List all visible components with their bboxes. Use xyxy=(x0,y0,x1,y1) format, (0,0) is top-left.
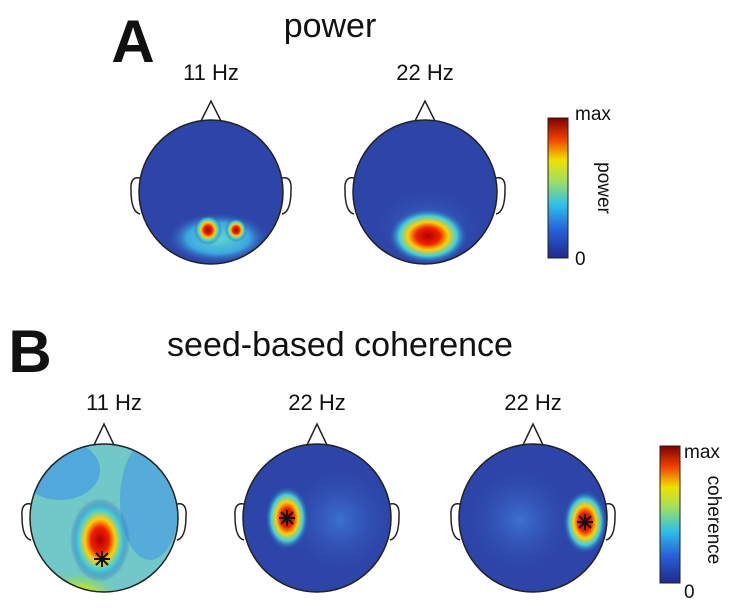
panel-label: B xyxy=(8,318,51,385)
map-title: 11 Hz xyxy=(183,60,239,85)
colorbar-label: coherence xyxy=(703,476,724,565)
panel-label: A xyxy=(111,8,154,75)
map-title: 22 Hz xyxy=(396,60,453,85)
colorbar xyxy=(547,117,569,259)
head-map xyxy=(130,99,292,265)
head-map xyxy=(234,422,400,593)
colorbar-min: 0 xyxy=(684,582,695,603)
map-title: 22 Hz xyxy=(504,390,561,415)
colorbar-min: 0 xyxy=(575,249,586,270)
map-title: 22 Hz xyxy=(288,390,345,415)
head-map xyxy=(344,99,506,265)
head-map xyxy=(450,422,616,593)
panel-title: seed-based coherence xyxy=(167,326,513,364)
colorbar-max: max xyxy=(684,442,720,463)
colorbar-label: power xyxy=(593,162,614,214)
panel-title: power xyxy=(284,7,377,45)
head-map xyxy=(21,422,187,593)
colorbar xyxy=(659,445,681,584)
map-title: 11 Hz xyxy=(86,390,142,415)
colorbar-max: max xyxy=(575,104,611,125)
